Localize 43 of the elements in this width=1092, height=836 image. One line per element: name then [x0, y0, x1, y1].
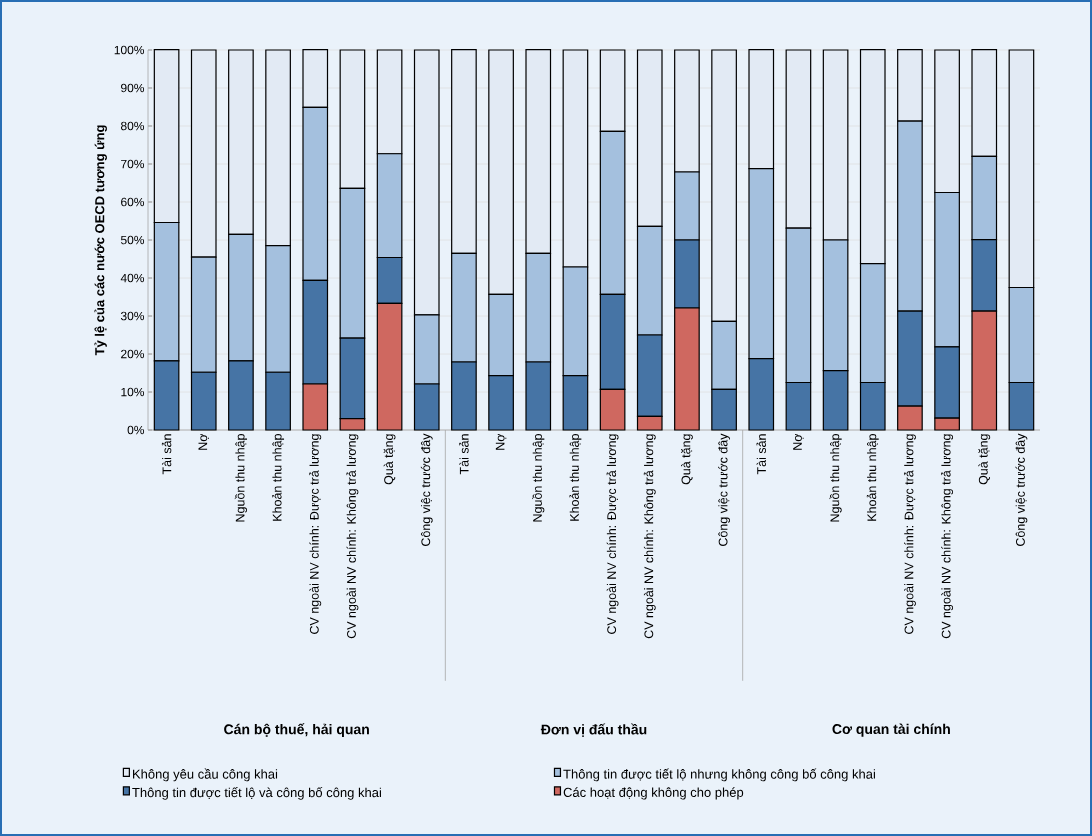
x-tick-label: Nguồn thu nhập	[532, 434, 545, 522]
x-tick-label: Khoản thu nhập	[866, 434, 879, 521]
x-tick-label: Quà tặng	[978, 434, 991, 485]
x-tick-label: Khoản thu nhập	[272, 434, 285, 521]
x-tick-label: Nguồn thu nhập	[234, 434, 248, 522]
text: Đơn vị đấu thầu	[540, 723, 647, 737]
y-tick-label: 100%	[114, 45, 145, 55]
x-tick-label: Tài sản	[161, 434, 172, 475]
x-tick-label: Công việc trước đây	[1015, 433, 1028, 547]
x-tick-label: CV ngoài NV chính: Được trả lương	[309, 434, 322, 634]
y-tick-label: 10%	[121, 387, 145, 397]
x-tick-label: CV ngoài NV chính: Không trả lương	[643, 434, 656, 639]
text: Cán bộ thuế, hải quan	[224, 723, 369, 738]
x-tick-label: CV ngoài NV chính: Được trả lương	[903, 434, 916, 634]
y-tick-label: 40%	[120, 273, 145, 283]
x-tick-label: Nguồn thu nhập	[829, 434, 842, 522]
x-tick-label: CV ngoài NV chính: Được trả lương	[606, 434, 619, 634]
x-tick-label: CV ngoài NV chính: Không trả lương	[941, 434, 954, 639]
x-tick-label: CV ngoài NV chính: Không trả lương	[346, 434, 359, 639]
legend-label: Thông tin được tiết lộ nhưng không công bố công khai	[563, 768, 875, 782]
y-tick-label: 50%	[120, 235, 145, 245]
x-tick-label: Công việc trước đây	[420, 433, 433, 547]
text: Cơ quan tài chính	[832, 723, 950, 737]
legend-label: Thông tin được tiết lộ và công bố công khai	[132, 787, 381, 800]
y-tick-label: 60%	[121, 197, 145, 207]
y-tick-label: 70%	[121, 159, 145, 169]
x-tick-label: Quà tặng	[383, 434, 396, 485]
x-tick-label: Tài sản	[459, 434, 469, 475]
y-tick-label: 90%	[121, 83, 145, 93]
x-tick-label: Quà tặng	[681, 434, 693, 485]
x-tick-label: Nợ	[793, 433, 804, 450]
y-axis-title: Tỷ lệ của các nước OECD tương ứng	[94, 125, 107, 356]
legend-label: Không yêu cầu công khai	[133, 768, 278, 782]
x-tick-label: Nợ	[198, 433, 209, 450]
x-tick-label: Khoản thu nhập	[569, 434, 582, 521]
x-tick-label: Công việc trước đây	[718, 433, 730, 547]
x-tick-label: Tài sản	[756, 434, 766, 475]
legend-label: Các hoạt động không cho phép	[563, 787, 744, 800]
y-tick-label: 80%	[120, 121, 145, 131]
y-tick-label: 30%	[120, 311, 145, 321]
y-tick-label: 20%	[121, 349, 145, 359]
y-tick-label: 0%	[127, 425, 145, 435]
x-tick-label: Nợ	[495, 433, 507, 450]
